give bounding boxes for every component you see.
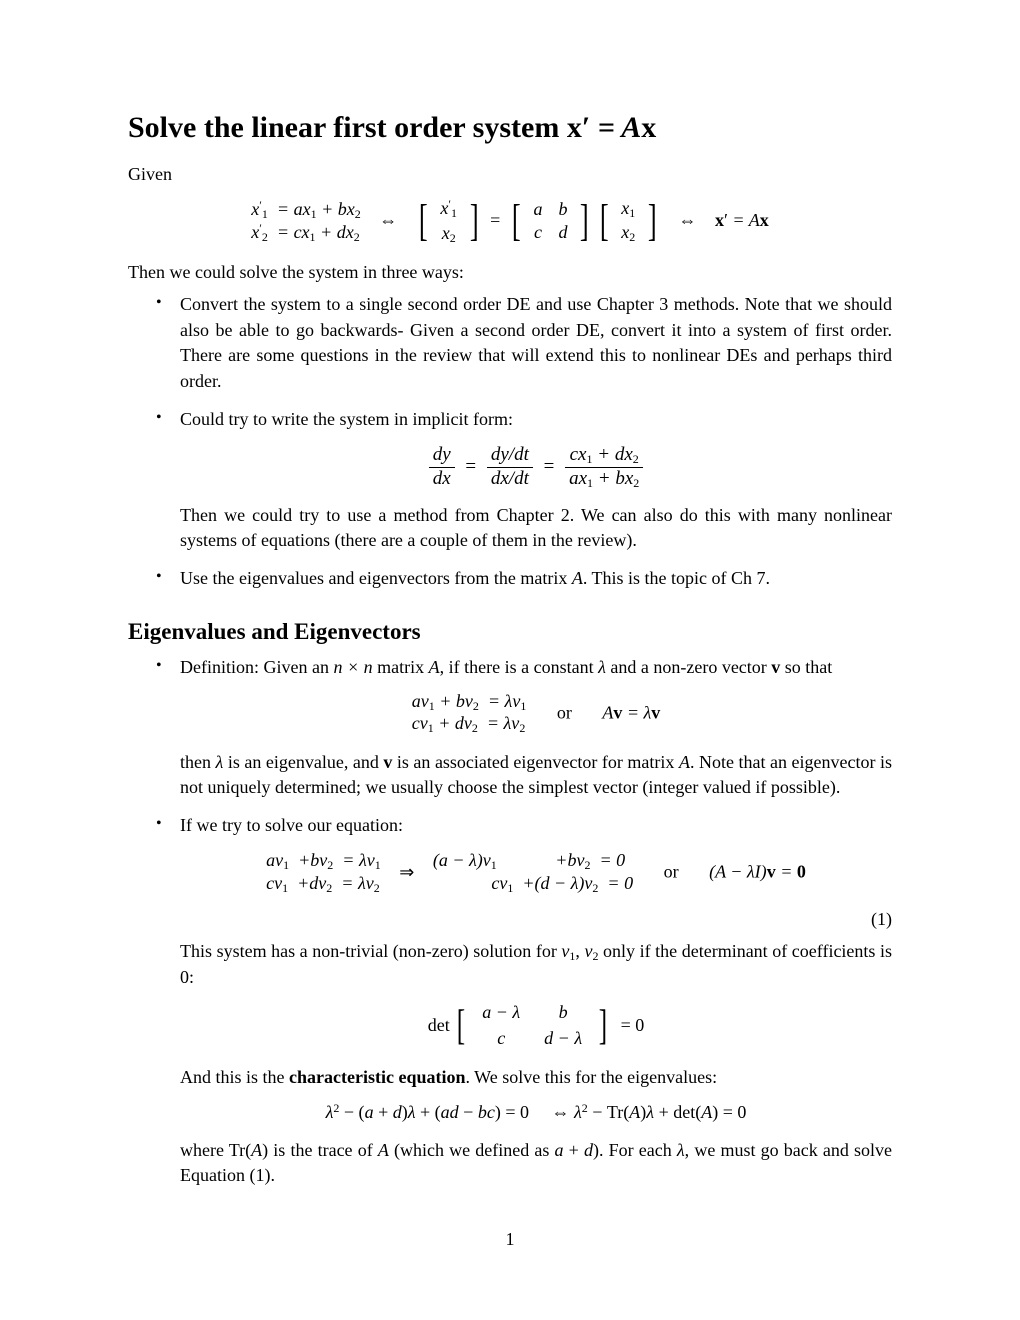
lead-text: If we try to solve our equation: (180, 815, 403, 835)
intro-after: Then we could solve the system in three … (128, 260, 892, 284)
implicit-after-text: Then we could try to use a method from C… (180, 505, 892, 551)
given-label: Given (128, 162, 892, 186)
implicit-equation: dydx = dy/dtdx/dt = cx1 + dx2ax1 + bx2 (180, 444, 892, 491)
system-equation: x′1 = ax1 + bx2 x′2 = cx1 + dx2 ⇔ [x′1x2… (128, 196, 892, 246)
list-item: Definition: Given an n × n matrix A, if … (128, 655, 892, 800)
section-heading: Eigenvalues and Eigenvectors (128, 619, 892, 645)
list-item: Use the eigenvalues and eigenvectors fro… (128, 566, 892, 592)
char-text-pre: And this is the (180, 1067, 289, 1087)
main-bullet-list: Convert the system to a single second or… (128, 292, 892, 591)
list-item: Convert the system to a single second or… (128, 292, 892, 394)
bullet-text: Convert the system to a single second or… (180, 294, 892, 391)
list-item: Could try to write the system in implici… (128, 407, 892, 554)
eigen-def-equation: av1 + bv2 = λv1 cv1 + dv2 = λv2 or Av = … (180, 691, 892, 736)
det-equation: det [a − λbcd − λ] = 0 (180, 1000, 892, 1051)
char-equation: λ2 − (a + d)λ + (ad − bc) = 0 ⇔ λ2 − Tr(… (180, 1101, 892, 1124)
page-number: 1 (0, 1229, 1020, 1250)
char-bold: characteristic equation (289, 1067, 465, 1087)
list-item: If we try to solve our equation: av1 +bv… (128, 813, 892, 1189)
char-text-post: . We solve this for the eigenvalues: (465, 1067, 717, 1087)
page-title: Solve the linear first order system x′ =… (128, 110, 892, 146)
equation-number: (1) (180, 907, 892, 933)
eigen-bullet-list: Definition: Given an n × n matrix A, if … (128, 655, 892, 1188)
bullet-text: Could try to write the system in implici… (180, 409, 513, 429)
solve-equation: av1 +bv2 = λv1 cv1 +dv2 = λv2 ⇒ (a − λ)v… (180, 850, 892, 895)
